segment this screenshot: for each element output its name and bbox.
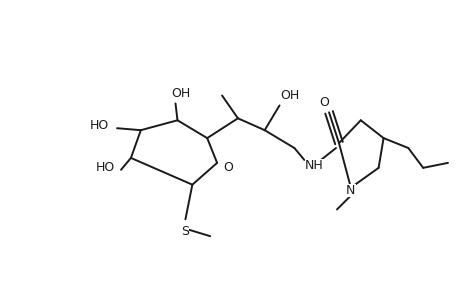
Text: OH: OH [170, 87, 190, 100]
Text: HO: HO [89, 119, 108, 132]
Text: HO: HO [96, 161, 115, 174]
Text: OH: OH [279, 89, 298, 102]
Text: S: S [181, 225, 189, 238]
Text: O: O [319, 96, 328, 109]
Text: O: O [223, 161, 232, 174]
Text: NH: NH [304, 159, 323, 172]
Text: N: N [346, 184, 355, 197]
